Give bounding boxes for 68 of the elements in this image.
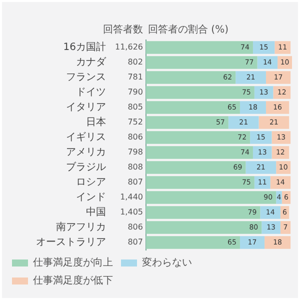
text: 回答者数: [103, 24, 143, 36]
bar: [252, 146, 272, 159]
bar: [266, 71, 291, 84]
bar: [273, 86, 291, 99]
y-tick-label: 南アフリカ: [56, 221, 106, 234]
y-tick-label: ブラジル: [66, 161, 106, 174]
bar: [250, 131, 272, 144]
bar: [146, 131, 250, 144]
y-tick-label: イタリア: [66, 102, 106, 114]
bar: [270, 176, 291, 189]
bar: [146, 221, 262, 234]
y-tick-label: 16カ国計: [63, 41, 106, 54]
bar: [246, 161, 276, 174]
bar: [262, 221, 280, 234]
text: 807: [128, 238, 143, 247]
y-tick-label: イギリス: [66, 131, 106, 144]
text: 806: [128, 132, 143, 142]
bar: [146, 146, 253, 159]
bar: [240, 101, 266, 114]
bar: [272, 131, 291, 144]
legend-label: 仕事満足度が低下: [33, 274, 113, 287]
y-tick-label: カナダ: [76, 56, 107, 68]
text: 1,405: [120, 208, 143, 217]
y-tick-label: 中国: [86, 206, 106, 218]
legend-label: 変わらない: [142, 256, 192, 269]
bar: [146, 86, 254, 99]
bar: [146, 236, 240, 249]
text: 790: [128, 88, 143, 97]
text: 807: [128, 178, 143, 187]
bar: [252, 41, 275, 54]
bar: [266, 101, 290, 114]
bar: [260, 206, 280, 219]
bar: [257, 56, 278, 69]
y-tick-label: インド: [76, 192, 106, 204]
bar: [228, 116, 259, 129]
y-tick-label: アメリカ: [66, 147, 106, 158]
bar: [236, 71, 266, 84]
y-tick-label: フランス: [66, 72, 106, 84]
bar: [146, 56, 258, 69]
bar: [280, 221, 291, 234]
text: 802: [128, 58, 143, 67]
text: 808: [128, 162, 143, 172]
text: 回答者の割合 (%): [148, 24, 229, 36]
y-tick-label: オーストラリア: [36, 237, 106, 248]
bar: [146, 116, 228, 129]
y-tick-label: ドイツ: [76, 87, 106, 98]
text: 752: [128, 118, 143, 127]
text: 805: [128, 102, 143, 112]
bar: [146, 161, 246, 174]
text: 1,440: [120, 192, 143, 202]
bar: [146, 191, 276, 204]
bar: [264, 236, 291, 249]
bar: [258, 116, 290, 129]
y-tick-label: 日本: [86, 116, 106, 128]
bar: [254, 176, 270, 189]
text: 806: [128, 222, 143, 232]
bar: [146, 176, 254, 189]
legend-label: 仕事満足度が向上: [33, 256, 113, 269]
text: 11,626: [115, 42, 143, 52]
bar: [146, 41, 253, 54]
bar: [146, 101, 240, 114]
bar: [274, 41, 291, 54]
bar: [146, 71, 236, 84]
text: 798: [128, 148, 143, 157]
bar: [146, 206, 260, 219]
y-tick-label: ロシア: [76, 177, 106, 188]
bar: [240, 236, 265, 249]
text: 781: [128, 72, 143, 82]
